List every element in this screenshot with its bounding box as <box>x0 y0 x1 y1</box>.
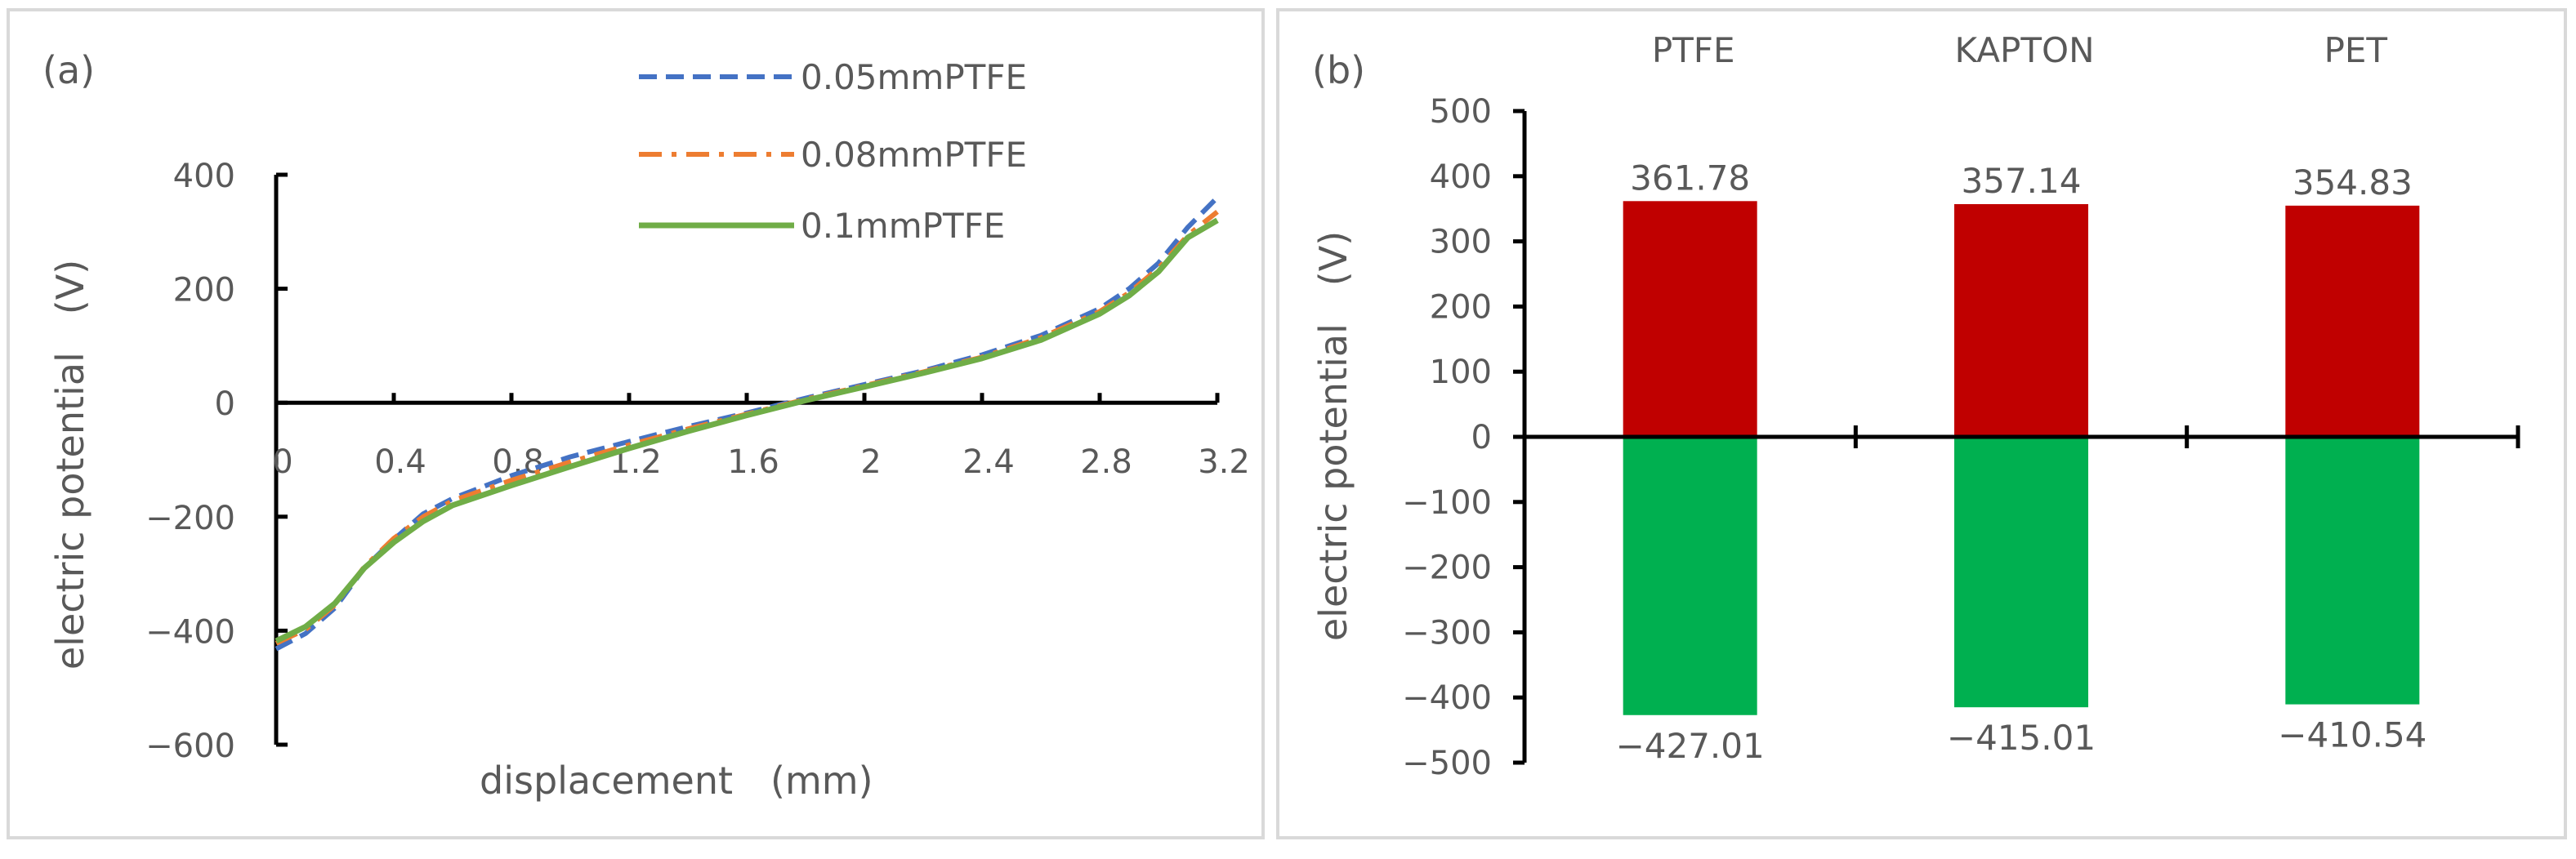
x-tick-label: 2.4 <box>962 443 1015 481</box>
panel-a: (a) 400 200 0 −200 −400 −600 0 0.4 0.8 1.2 1.6 2 2.4 2… <box>7 8 1265 839</box>
bar-chart: (b) 500 400 300 200 100 0 −100 −200 −300 −400 −500 e… <box>1311 30 2520 782</box>
y-tick-label: −200 <box>1402 550 1492 587</box>
y-tick-label: 0 <box>1471 419 1492 456</box>
y-tick-label: 200 <box>1430 288 1492 326</box>
y-tick-label: −200 <box>145 500 235 537</box>
series-line-0.05mmPTFE <box>275 195 1220 652</box>
y-tick-label: −400 <box>1402 679 1492 717</box>
x-tick-label: 2.8 <box>1080 443 1132 481</box>
x-tick-label: 0.4 <box>374 443 426 481</box>
data-label-negative: −410.54 <box>2278 715 2426 755</box>
legend-label: 0.08mmPTFE <box>801 135 1027 175</box>
x-tick-label: 1.6 <box>727 443 779 481</box>
category-label: PET <box>2324 30 2388 70</box>
bar-positive-KAPTON <box>1954 204 2088 438</box>
data-label-negative: −415.01 <box>1947 718 2096 758</box>
bar-positive-PET <box>2285 205 2420 438</box>
series-line-0.08mmPTFE <box>275 210 1219 646</box>
y-tick-label: −400 <box>145 613 235 651</box>
bar-negative-KAPTON <box>1954 437 2088 708</box>
bar-negative-PTFE <box>1623 437 1757 715</box>
y-axis-title: electric potential (V) <box>1311 231 1355 641</box>
series-line-0.1mmPTFE <box>275 217 1219 644</box>
legend-label: 0.05mmPTFE <box>801 57 1027 97</box>
data-label-positive: 361.78 <box>1630 158 1750 198</box>
data-label-positive: 354.83 <box>2293 162 2413 203</box>
y-axis-title: electric potential (V) <box>48 260 92 670</box>
y-tick-label: 400 <box>1430 158 1492 196</box>
y-tick-label: 100 <box>1430 354 1492 391</box>
y-tick-label: −300 <box>1402 614 1492 652</box>
y-tick-label: −600 <box>145 728 235 765</box>
y-tick-label: 500 <box>1430 93 1492 131</box>
x-tick-label: 2 <box>860 443 881 481</box>
x-tick-label: 3.2 <box>1198 443 1250 481</box>
bar-positive-PTFE <box>1623 201 1757 437</box>
panel-b: (b) 500 400 300 200 100 0 −100 −200 −300 −400 −500 e… <box>1276 8 2567 839</box>
data-label-negative: −427.01 <box>1616 726 1765 766</box>
y-tick-label: −500 <box>1402 745 1492 782</box>
x-axis-title: displacement (mm) <box>480 759 873 803</box>
y-tick-label: 200 <box>173 272 235 309</box>
y-tick-label: 0 <box>215 385 235 423</box>
legend-label: 0.1mmPTFE <box>801 206 1005 246</box>
x-tick-label: 0 <box>272 443 292 481</box>
y-tick-label: 300 <box>1430 224 1492 261</box>
category-label: PTFE <box>1652 30 1735 70</box>
y-tick-label: 400 <box>173 158 235 195</box>
category-label: KAPTON <box>1955 30 2095 70</box>
panel-label-b: (b) <box>1312 48 1365 92</box>
data-label-positive: 357.14 <box>1962 161 2082 201</box>
bar-negative-PET <box>2285 437 2420 705</box>
y-tick-label: −100 <box>1402 484 1492 522</box>
panel-label-a: (a) <box>42 48 95 92</box>
